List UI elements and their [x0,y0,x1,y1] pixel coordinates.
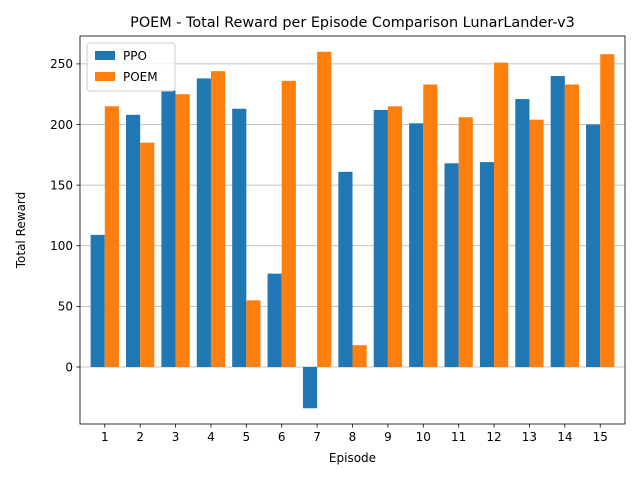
y-tick-label: 250 [50,57,73,71]
bar-poem-11 [458,117,473,368]
y-tick-label: 150 [50,178,73,192]
x-tick-label: 3 [172,430,180,444]
bar-poem-10 [423,84,438,368]
x-tick-label: 9 [384,430,392,444]
bar-ppo-2 [126,114,141,368]
legend-swatch-ppo [95,51,115,60]
bar-ppo-13 [515,99,530,368]
legend-swatch-poem [95,72,115,81]
bar-poem-5 [246,300,261,368]
y-tick-label: 0 [65,360,73,374]
x-axis-label: Episode [329,451,376,465]
x-tick-label: 6 [278,430,286,444]
bar-ppo-9 [373,109,388,368]
bar-ppo-1 [90,234,105,368]
bar-poem-1 [104,106,119,368]
bar-poem-2 [140,142,155,368]
bar-poem-6 [281,80,296,368]
bar-ppo-15 [586,124,601,368]
bar-ppo-14 [550,76,565,368]
legend: PPO POEM [86,42,176,92]
bar-ppo-3 [161,90,176,368]
bar-ppo-11 [444,163,459,368]
x-tick-label: 10 [416,430,431,444]
legend-label-ppo: PPO [123,49,147,63]
bar-poem-3 [175,94,190,368]
x-tick-label: 15 [593,430,608,444]
x-tick-label: 13 [522,430,537,444]
bar-ppo-4 [196,78,211,368]
x-tick-label: 1 [101,430,109,444]
x-tick-label: 14 [557,430,572,444]
x-axis-ticks: 1 2 3 4 5 6 7 8 9 10 11 12 13 14 15 [101,424,608,444]
x-tick-label: 2 [136,430,144,444]
bar-ppo-5 [232,108,247,368]
bar-poem-8 [352,345,367,368]
bar-ppo-7 [302,367,318,409]
bars [90,51,615,409]
bar-poem-13 [529,119,544,368]
x-tick-label: 11 [451,430,466,444]
x-tick-label: 8 [349,430,357,444]
y-tick-label: 50 [58,300,73,314]
bar-poem-7 [317,51,332,368]
bar-poem-9 [387,106,403,368]
bar-poem-14 [564,84,579,368]
x-tick-label: 5 [243,430,251,444]
y-tick-label: 100 [50,239,73,253]
bar-ppo-6 [267,273,282,368]
x-tick-label: 7 [313,430,321,444]
x-tick-label: 4 [207,430,215,444]
bar-ppo-12 [479,162,495,368]
x-tick-label: 12 [486,430,501,444]
legend-label-poem: POEM [123,70,158,84]
bar-ppo-10 [409,123,424,368]
bar-poem-15 [600,54,615,368]
y-tick-label: 200 [50,118,73,132]
chart-title: POEM - Total Reward per Episode Comparis… [130,15,575,31]
bar-poem-4 [210,71,226,368]
bar-poem-12 [494,62,509,368]
y-axis-ticks: 0 50 100 150 200 250 [50,57,80,374]
y-axis-label: Total Reward [14,192,28,270]
bar-ppo-8 [338,171,353,368]
